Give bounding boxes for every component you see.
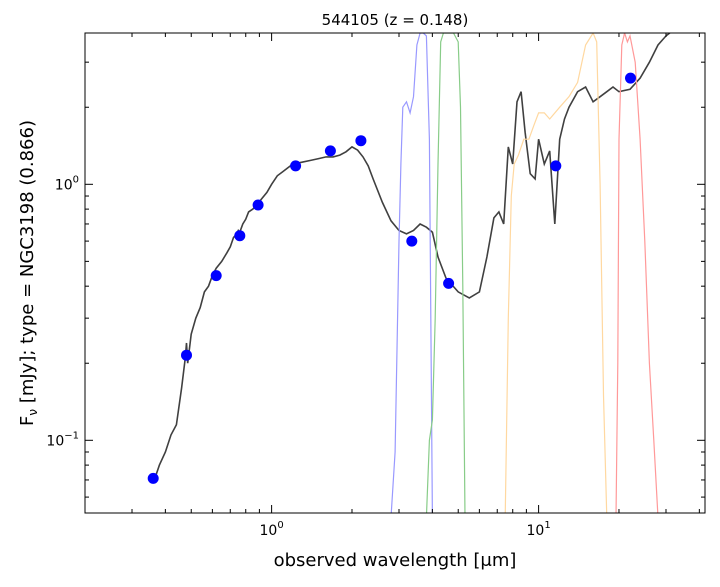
model-sed-line	[152, 33, 672, 484]
x-axis-label: observed wavelength [μm]	[274, 550, 517, 571]
observed-point	[252, 199, 264, 211]
observed-point	[181, 349, 192, 361]
plot-area	[147, 33, 672, 513]
axes: 100 101 10−1 100	[46, 32, 706, 539]
observed-point	[443, 277, 455, 289]
observed-point	[355, 135, 367, 147]
observed-point	[147, 472, 159, 484]
observed-point	[550, 160, 562, 172]
filter-curve-3	[504, 33, 608, 513]
x-tick-label: 100	[260, 520, 284, 539]
observed-point	[625, 72, 636, 84]
chart-title: 544105 (z = 0.148)	[322, 11, 469, 29]
y-tick-label: 10−1	[46, 430, 79, 449]
filter-curve-1	[390, 33, 433, 513]
observed-point	[324, 145, 336, 157]
observed-point	[210, 270, 222, 282]
observed-point	[406, 235, 418, 247]
filter-curve-2	[425, 33, 466, 513]
observed-point	[234, 230, 246, 242]
filter-curve-4	[615, 33, 659, 513]
axes-frame	[84, 32, 706, 514]
y-tick-label: 100	[55, 174, 79, 193]
x-tick-label: 101	[526, 520, 550, 539]
y-axis-label: Fν [mJy]; type = NGC3198 (0.866)	[17, 120, 40, 426]
observed-point	[290, 160, 302, 172]
